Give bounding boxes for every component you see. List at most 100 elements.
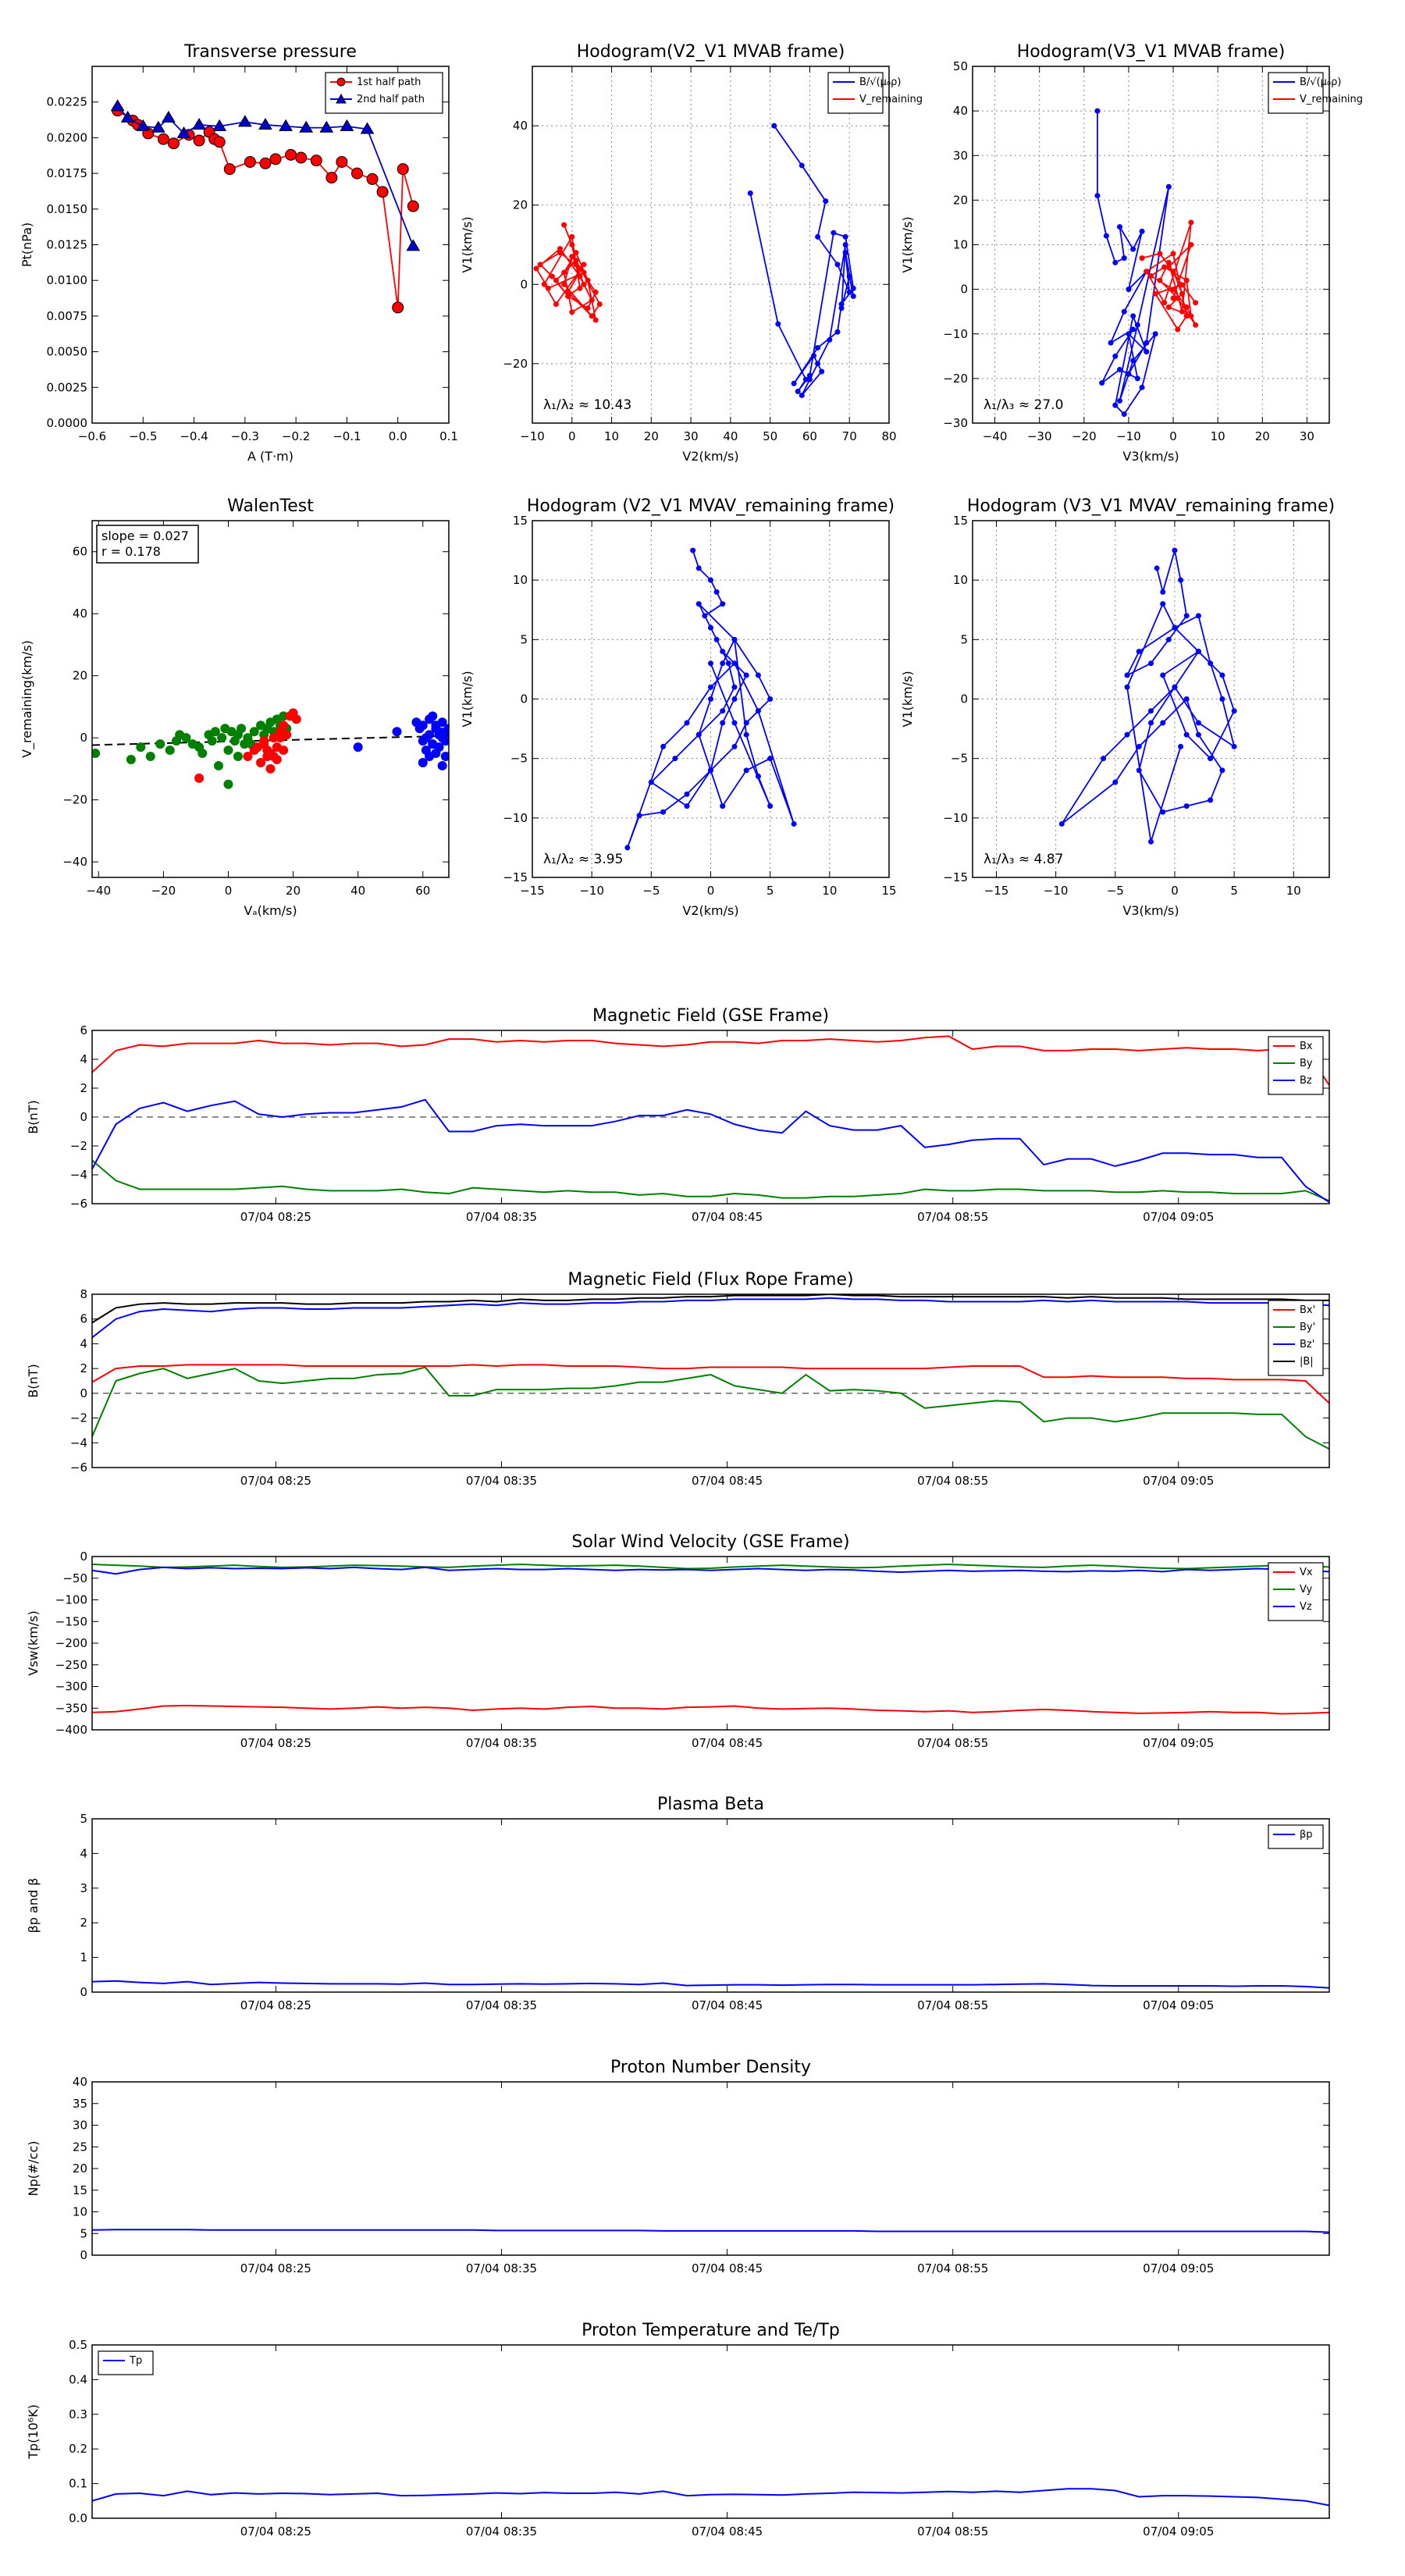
data-point [592, 289, 599, 295]
data-point [92, 749, 101, 759]
data-point [1170, 269, 1176, 275]
data-point [437, 760, 447, 770]
data-point [811, 353, 817, 359]
data-point [589, 313, 595, 319]
panel-np: Proton Number Density Np(#/cc) 07/04 08:25… [26, 2058, 1330, 2275]
y-tick-label: −20 [62, 793, 87, 807]
data-point [577, 273, 583, 279]
legend-label: V_remaining [1300, 94, 1363, 105]
panel-b_fr: Magnetic Field (Flux Rope Frame) B(nT) 07/… [26, 1270, 1330, 1488]
data-point [265, 763, 276, 774]
series-line-1 [92, 1159, 1329, 1202]
data-point [743, 731, 749, 738]
x-axis-label: Vₐ(km/s) [244, 903, 297, 918]
data-point [1134, 375, 1140, 382]
data-point [136, 742, 146, 753]
data-point [624, 845, 631, 851]
data-point [1170, 295, 1176, 301]
data-point [596, 301, 603, 308]
data-point [842, 250, 848, 256]
data-point [1103, 233, 1109, 239]
y-tick-label: 0.0125 [47, 238, 88, 252]
plot-frame [91, 2344, 1330, 2519]
y-tick-label: −2 [70, 1411, 87, 1425]
data-point [585, 277, 591, 283]
data-point [827, 336, 833, 343]
data-point [1121, 411, 1127, 418]
data-point [406, 239, 421, 251]
ratio-annotation: λ₁/λ₂ ≈ 3.95 [543, 852, 623, 867]
y-tick-label: 2 [80, 1361, 87, 1375]
y-tick-label: 0 [80, 1985, 87, 1999]
data-point [684, 720, 690, 726]
x-tick-label: 07/04 08:55 [917, 1474, 988, 1488]
y-axis-label: βp and β [26, 1878, 41, 1934]
plot-area [92, 2488, 1329, 2507]
x-tick-label: −20 [151, 884, 176, 898]
data-point [1121, 255, 1127, 262]
series-line-1 [92, 1563, 1329, 1570]
data-point [1126, 286, 1132, 293]
data-point [743, 672, 749, 678]
panel-h21: Hodogram(V2_V1 MVAB frame) V1(km/s) V2(km/… [460, 42, 923, 464]
series-line-1 [116, 105, 414, 247]
data-point [244, 155, 256, 168]
data-point [1157, 251, 1163, 257]
data-point [731, 720, 738, 726]
data-point [842, 233, 848, 240]
series-line-1 [535, 224, 601, 322]
series-line-0 [92, 1704, 1329, 1715]
x-tick-label: 07/04 09:05 [1143, 1210, 1214, 1224]
data-point [581, 269, 587, 276]
data-point [194, 773, 205, 783]
x-tick-label: 60 [415, 884, 430, 898]
chart-title: Magnetic Field (Flux Rope Frame) [567, 1270, 853, 1290]
data-point [720, 803, 726, 809]
series-line-0 [92, 2488, 1329, 2507]
x-tick-label: 10 [604, 429, 619, 443]
y-tick-label: 0 [520, 277, 528, 291]
y-tick-label: 10 [953, 573, 968, 587]
data-point [120, 110, 135, 123]
y-tick-label: −5 [510, 752, 528, 766]
data-point [360, 122, 375, 134]
series-line-3 [92, 1294, 1329, 1324]
y-tick-label: 6 [80, 1023, 87, 1037]
data-point [269, 153, 282, 165]
data-point [1112, 779, 1119, 785]
data-point [561, 269, 567, 276]
y-tick-label: 0.1 [69, 2477, 87, 2491]
plot-frame [91, 1818, 1330, 1993]
x-tick-label: −0.3 [231, 429, 259, 443]
plot-area [624, 547, 797, 851]
data-point [110, 99, 125, 112]
data-point [407, 200, 419, 212]
data-point [755, 708, 761, 714]
legend-label: V_remaining [859, 94, 923, 105]
data-point [1139, 384, 1145, 390]
legend-label: |B| [1300, 1356, 1314, 1368]
plot-frame [532, 66, 890, 424]
x-tick-label: 07/04 08:35 [466, 1736, 537, 1750]
data-point [279, 711, 289, 721]
data-point [259, 736, 269, 746]
x-tick-label: −15 [984, 884, 1009, 898]
data-point [573, 258, 579, 264]
data-point [1130, 246, 1136, 252]
data-point [1139, 255, 1145, 262]
y-tick-label: −30 [943, 416, 968, 430]
x-tick-label: 07/04 08:35 [466, 1210, 537, 1224]
legend-box [98, 2350, 154, 2375]
legend-marker [336, 93, 347, 104]
data-point [708, 696, 713, 702]
legend: βp [1268, 1824, 1324, 1849]
series-line-0 [1061, 550, 1236, 842]
y-axis-label: V1(km/s) [460, 671, 475, 727]
plot-area [92, 2229, 1329, 2233]
data-point [126, 754, 136, 764]
data-point [397, 163, 409, 176]
x-tick-label: 07/04 08:25 [240, 2261, 311, 2275]
data-point [823, 198, 829, 205]
legend-label: Vz [1300, 1601, 1312, 1613]
data-point [1183, 304, 1190, 310]
